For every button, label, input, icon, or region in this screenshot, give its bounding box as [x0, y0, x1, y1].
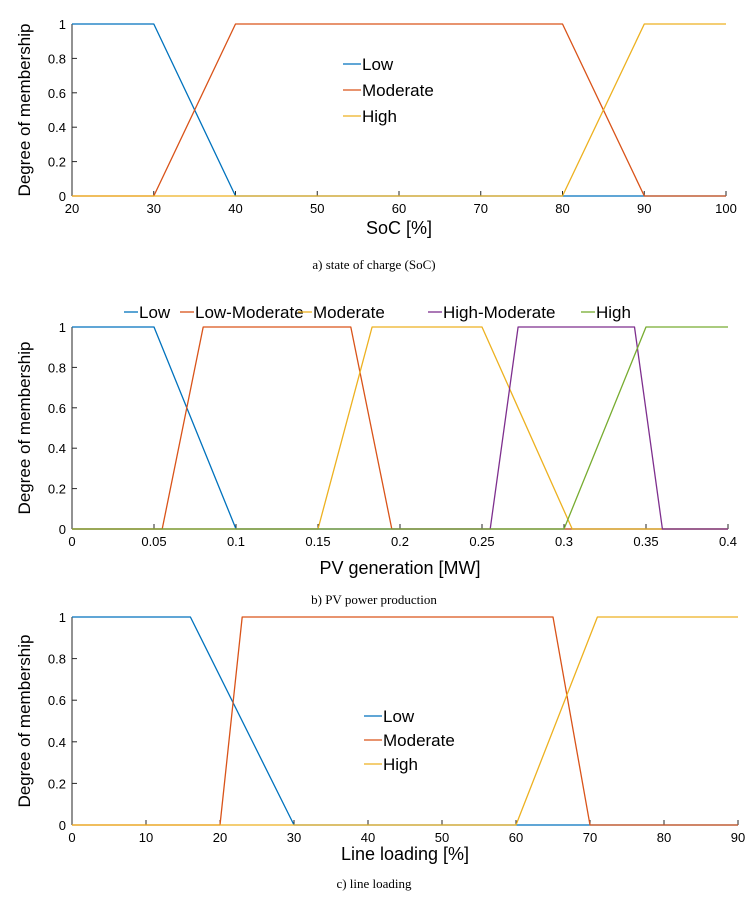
legend-label: Moderate	[313, 303, 385, 322]
y-tick-label: 0.6	[48, 86, 66, 101]
y-tick-label: 0	[59, 522, 66, 537]
x-tick-label: 0.15	[305, 534, 330, 549]
y-tick-label: 0.6	[48, 693, 66, 708]
series-line-high-moderate	[72, 326, 728, 530]
y-tick-label: 0.8	[48, 652, 66, 667]
y-tick-label: 0.6	[48, 401, 66, 416]
x-tick-label: 60	[509, 830, 523, 845]
x-tick-label: 0	[68, 534, 75, 549]
y-tick-label: 0.2	[48, 776, 66, 791]
legend-label: Low	[139, 303, 171, 322]
series-line-low-moderate	[72, 326, 728, 530]
y-tick-label: 1	[59, 17, 66, 32]
y-tick-label: 0	[59, 189, 66, 204]
x-tick-label: 50	[310, 201, 324, 216]
chart-panel-2: 0 0.05 0.1 0.15 0.2 0.25 0.3 0.35 0.4 0 0.2 0.4 0.6 0…	[15, 303, 737, 607]
legend-label: High	[362, 107, 397, 126]
y-tick-label: 1	[59, 320, 66, 335]
chart-panel-3: 0 10 20 30 40 50 60 70 80 90 0 0.2 0.4 0.6 0.8 1 Degree …	[15, 610, 745, 891]
x-tick-label: 40	[228, 201, 242, 216]
legend-label: Low-Moderate	[195, 303, 304, 322]
x-axis-label: PV generation [MW]	[319, 558, 480, 578]
series-line-high	[72, 326, 728, 530]
x-tick-label: 20	[213, 830, 227, 845]
x-tick-label: 70	[474, 201, 488, 216]
legend-label: High	[596, 303, 631, 322]
y-tick-label: 0.4	[48, 120, 66, 135]
x-tick-label: 20	[65, 201, 79, 216]
y-tick-label: 0.2	[48, 482, 66, 497]
figure-caption: a) state of charge (SoC)	[312, 257, 435, 272]
y-tick-label: 1	[59, 610, 66, 625]
series-line-moderate	[72, 326, 728, 530]
x-tick-label: 90	[731, 830, 745, 845]
x-tick-label: 0.05	[141, 534, 166, 549]
x-tick-label: 100	[715, 201, 737, 216]
figure-caption: c) line loading	[336, 876, 412, 891]
chart-panel-1: 20 30 40 50 60 70 80 90 100 0 0.2 0.4 0.6 0.8 1 Degree …	[15, 17, 737, 272]
legend-label: Low	[383, 707, 415, 726]
x-tick-label: 0.25	[469, 534, 494, 549]
x-tick-label: 30	[287, 830, 301, 845]
x-tick-label: 0.3	[555, 534, 573, 549]
x-tick-label: 50	[435, 830, 449, 845]
x-tick-label: 80	[555, 201, 569, 216]
x-tick-label: 10	[139, 830, 153, 845]
y-axis-label: Degree of membership	[15, 342, 34, 515]
x-tick-label: 0.4	[719, 534, 737, 549]
x-axis-label: SoC [%]	[366, 218, 432, 238]
y-tick-label: 0.4	[48, 441, 66, 456]
y-axis-label: Degree of membership	[15, 635, 34, 808]
legend-label: Moderate	[362, 81, 434, 100]
y-tick-label: 0.8	[48, 360, 66, 375]
x-tick-label: 90	[637, 201, 651, 216]
y-tick-label: 0.8	[48, 51, 66, 66]
x-tick-label: 60	[392, 201, 406, 216]
series-line-moderate	[72, 23, 726, 197]
x-axis-label: Line loading [%]	[341, 844, 469, 864]
y-axis-label: Degree of membership	[15, 24, 34, 197]
figure-caption: b) PV power production	[311, 592, 437, 607]
series-line-low	[72, 326, 728, 530]
series-line-high	[72, 23, 726, 197]
legend-label: High	[383, 755, 418, 774]
legend: Low Low-Moderate Moderate High-Moderate High	[124, 303, 631, 322]
x-tick-label: 0.1	[227, 534, 245, 549]
legend-label: Moderate	[383, 731, 455, 750]
legend: Low Moderate High	[364, 707, 455, 774]
x-tick-label: 80	[657, 830, 671, 845]
x-tick-label: 40	[361, 830, 375, 845]
x-tick-label: 0.2	[391, 534, 409, 549]
x-tick-label: 0.35	[633, 534, 658, 549]
y-tick-label: 0	[59, 818, 66, 833]
x-tick-label: 0	[68, 830, 75, 845]
legend-label: Low	[362, 55, 394, 74]
legend: Low Moderate High	[343, 55, 434, 126]
y-tick-label: 0.2	[48, 155, 66, 170]
y-tick-label: 0.4	[48, 735, 66, 750]
series-line-high	[72, 616, 738, 826]
legend-label: High-Moderate	[443, 303, 555, 322]
x-tick-label: 70	[583, 830, 597, 845]
series-line-low	[72, 23, 726, 197]
x-tick-label: 30	[147, 201, 161, 216]
